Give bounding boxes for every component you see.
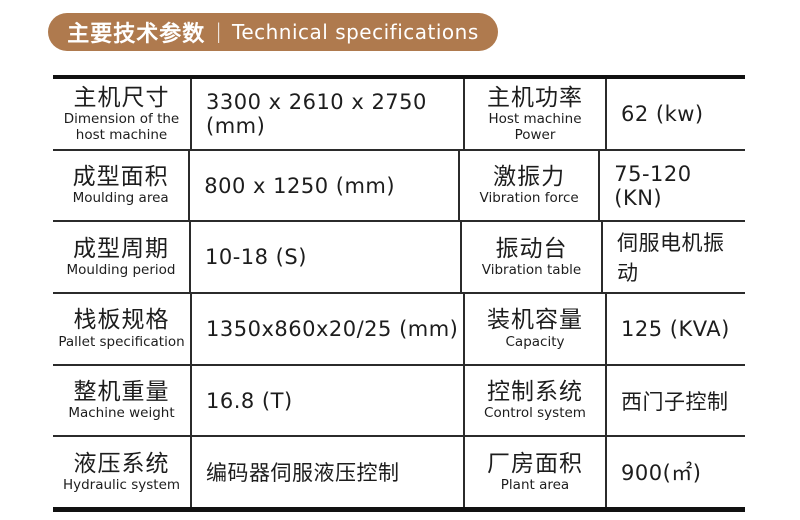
value-cell-hydraulic-system: 编码器伺服液压控制 <box>192 437 465 508</box>
param-label-zh: 主机功率 <box>487 84 583 111</box>
section-title-zh: 主要技术参数 <box>67 22 206 47</box>
table-row: 液压系统 Hydraulic system 编码器伺服液压控制 厂房面积 Pla… <box>53 437 745 508</box>
value-cell-moulding-period: 10-18 (S) <box>191 222 463 293</box>
param-cell-plant-area: 厂房面积 Plant area <box>465 437 607 508</box>
param-label-en: Plant area <box>500 477 570 494</box>
param-cell-pallet-spec: 栈板规格 Pallet specification <box>53 294 192 364</box>
param-label-zh: 厂房面积 <box>487 450 583 477</box>
param-cell-moulding-period: 成型周期 Moulding period <box>53 222 191 293</box>
value-cell-vibration-force: 75-120 (KN) <box>614 161 692 210</box>
param-cell-vibration-force: 激振力 Vibration force <box>460 150 601 221</box>
param-label-en: Dimension of the host machine <box>63 111 180 143</box>
table-row: 成型周期 Moulding period 10-18 (S) 振动台 Vibra… <box>53 222 745 295</box>
value-cell-capacity: 125 (KVA) <box>621 316 730 341</box>
value-cell-moulding-area: 800 x 1250 (mm) <box>190 150 461 221</box>
param-label-en: Pallet specification <box>58 333 185 350</box>
param-label-zh: 装机容量 <box>487 307 583 334</box>
param-label-zh: 激振力 <box>493 164 566 191</box>
param-label-zh: 控制系统 <box>487 379 583 406</box>
param-label-en: Host machine Power <box>488 111 582 143</box>
spec-table: 主机尺寸 Dimension of the host machine 3300 … <box>53 75 745 512</box>
param-label-en: Moulding period <box>66 262 176 279</box>
param-cell-moulding-area: 成型面积 Moulding area <box>53 150 191 221</box>
param-label-zh: 主机尺寸 <box>73 84 170 111</box>
param-cell-host-power: 主机功率 Host machine Power <box>465 79 607 149</box>
param-cell-hydraulic-system: 液压系统 Hydraulic system <box>53 437 192 508</box>
value-cell-plant-area: 900(㎡) <box>621 461 702 486</box>
param-label-en: Machine weight <box>68 405 175 422</box>
table-row: 整机重量 Machine weight 16.8 (T) 控制系统 Contro… <box>53 365 745 438</box>
value-cell-host-power: 62 (kw) <box>621 101 704 126</box>
table-row: 栈板规格 Pallet specification 1350x860x20/25… <box>53 294 745 366</box>
param-label-en: Vibration table <box>481 262 582 279</box>
value-cell-machine-weight: 16.8 (T) <box>192 365 465 436</box>
param-label-en: Control system <box>484 405 586 422</box>
param-cell-control-system: 控制系统 Control system <box>465 365 607 436</box>
param-cell-capacity: 装机容量 Capacity <box>465 294 607 364</box>
param-label-zh: 成型面积 <box>72 164 169 191</box>
param-label-en: Moulding area <box>72 190 169 207</box>
param-cell-dimension: 主机尺寸 Dimension of the host machine <box>53 79 192 149</box>
param-cell-machine-weight: 整机重量 Machine weight <box>53 365 192 436</box>
param-label-zh: 振动台 <box>495 235 568 262</box>
param-label-zh: 栈板规格 <box>73 307 170 334</box>
value-cell-dimension: 3300 x 2610 x 2750 (mm) <box>192 79 465 149</box>
param-label-en: Hydraulic system <box>62 477 181 494</box>
param-label-en: Capacity <box>505 333 565 350</box>
table-row: 成型面积 Moulding area 800 x 1250 (mm) 激振力 V… <box>53 150 745 223</box>
param-label-zh: 液压系统 <box>73 450 170 477</box>
section-title-en: Technical specifications <box>232 20 479 44</box>
value-cell-control-system: 西门子控制 <box>621 389 729 414</box>
value-cell-vibration-table: 伺服电机振动 <box>616 231 725 286</box>
param-label-zh: 整机重量 <box>73 379 170 406</box>
section-header: 主要技术参数 | Technical specifications <box>48 13 498 51</box>
table-row: 主机尺寸 Dimension of the host machine 3300 … <box>53 79 745 151</box>
param-label-zh: 成型周期 <box>72 235 169 262</box>
value-cell-pallet-spec: 1350x860x20/25 (mm) <box>192 294 465 364</box>
header-divider: | <box>215 19 222 43</box>
param-label-en: Vibration force <box>479 190 579 207</box>
param-cell-vibration-table: 振动台 Vibration table <box>462 222 603 293</box>
